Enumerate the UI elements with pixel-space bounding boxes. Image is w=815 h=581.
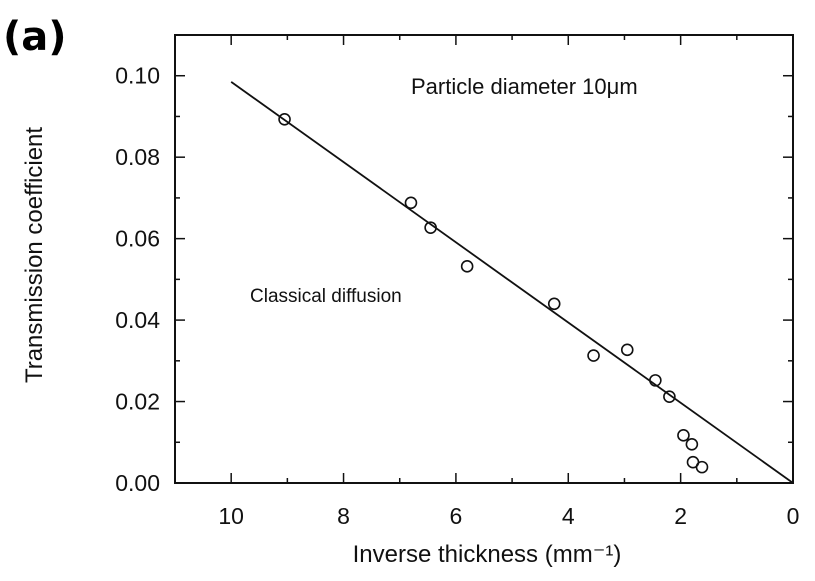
x-axis-title: Inverse thickness (mm⁻¹) — [353, 541, 622, 568]
annotation-particle-diameter: Particle diameter 10μm — [411, 74, 638, 99]
data-point — [677, 429, 690, 442]
x-tick-label: 8 — [337, 503, 350, 529]
data-point — [685, 438, 699, 451]
axis-ticks — [174, 34, 794, 484]
y-tick-label: 0.06 — [115, 226, 160, 252]
data-point — [424, 221, 437, 234]
fit-line — [230, 81, 794, 484]
data-point — [587, 349, 600, 362]
annotation-classical-diffusion: Classical diffusion — [250, 286, 402, 307]
x-tick-labels: 10 8 6 4 2 0 — [218, 503, 799, 529]
plot-frame — [174, 34, 794, 484]
x-tick-label: 2 — [674, 503, 687, 529]
y-tick-label: 0.02 — [115, 389, 160, 415]
y-tick-label: 0.10 — [115, 63, 160, 89]
x-tick-label: 4 — [562, 503, 575, 529]
y-tick-label: 0.08 — [115, 144, 160, 170]
data-point — [278, 113, 291, 126]
x-tick-label: 6 — [450, 503, 463, 529]
data-point — [460, 260, 474, 273]
data-point — [620, 343, 634, 357]
data-point — [649, 374, 662, 387]
data-points — [278, 113, 709, 474]
data-point — [404, 196, 418, 210]
y-tick-labels: 0.00 0.02 0.04 0.06 0.08 0.10 — [115, 63, 160, 496]
data-point — [663, 390, 676, 403]
fit-lines — [230, 81, 794, 484]
data-point — [695, 460, 709, 474]
x-tick-label: 10 — [218, 503, 244, 529]
panel-label: (a) — [3, 14, 67, 60]
y-axis-title: Transmission coefficient — [21, 127, 48, 383]
y-tick-label: 0.04 — [115, 307, 160, 333]
data-point — [547, 297, 561, 311]
y-tick-label: 0.00 — [115, 470, 160, 496]
x-tick-label: 0 — [787, 503, 800, 529]
